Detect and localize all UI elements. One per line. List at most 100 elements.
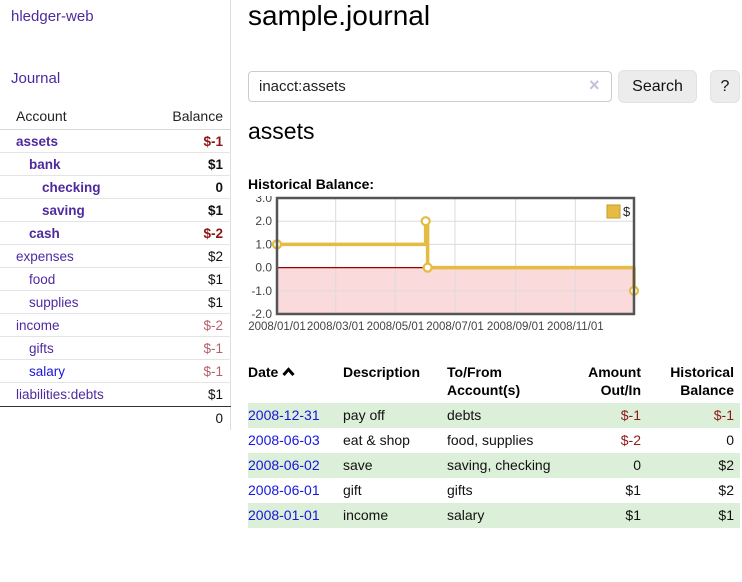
- page-title: sample.journal: [248, 0, 431, 31]
- sort-ascending-icon[interactable]: [282, 367, 295, 377]
- account-balance: $1: [207, 294, 223, 310]
- account-row: income $-2: [0, 314, 231, 337]
- transaction-amount: 0: [633, 457, 641, 473]
- y-axis-tick-label: -1.0: [251, 284, 272, 298]
- account-row: checking 0: [0, 176, 231, 199]
- plot-border: [275, 196, 636, 316]
- register-column-header: To/From Account(s): [447, 364, 521, 398]
- transaction-balance: $1: [718, 507, 734, 523]
- register-column-header: Historical Balance: [670, 364, 734, 398]
- transaction-balance: $2: [718, 482, 734, 498]
- transaction-date: 2008-12-31: [248, 403, 343, 428]
- account-link[interactable]: bank: [29, 156, 61, 172]
- accounts-column-account: Account: [16, 108, 67, 124]
- transaction-accounts: saving, checking: [447, 457, 551, 473]
- main-content: sample.journal × Search ? assets Histori…: [248, 0, 742, 582]
- accounts-total-value: 0: [215, 410, 223, 426]
- register-column-header: Description: [343, 364, 421, 380]
- account-balance: $-2: [203, 317, 223, 333]
- y-axis-tick-label: 2.0: [255, 214, 272, 228]
- account-link[interactable]: salary: [29, 363, 66, 379]
- transaction-amount: $-2: [620, 432, 641, 448]
- register-column-header[interactable]: Date: [248, 363, 343, 399]
- account-link[interactable]: gifts: [29, 340, 54, 356]
- account-balance: $-1: [203, 133, 223, 149]
- accounts-table-header: Account Balance: [0, 108, 231, 130]
- account-link[interactable]: saving: [42, 202, 85, 218]
- transaction-accounts: debts: [447, 407, 482, 423]
- clear-search-icon[interactable]: ×: [589, 75, 600, 95]
- search-button[interactable]: Search: [618, 70, 697, 103]
- table-row: 2008-12-31 pay off debts $-1 $-1: [248, 403, 740, 428]
- account-link[interactable]: expenses: [16, 248, 74, 264]
- register-header: Date Description To/From Account(s) Amount Ou…: [248, 363, 740, 403]
- transaction-date-link[interactable]: 2008-06-02: [248, 457, 320, 473]
- table-row: 2008-06-01 gift gifts $1 $2: [248, 478, 740, 503]
- x-axis-tick-label: 2008/03/01: [307, 321, 365, 333]
- x-axis-tick-label: 2008/07/01: [426, 321, 484, 333]
- account-balance: 0: [215, 179, 223, 195]
- account-row: assets $-1: [0, 130, 231, 153]
- account-link[interactable]: income: [16, 317, 60, 333]
- account-balance: $1: [207, 202, 223, 218]
- table-row: 2008-06-03 eat & shop food, supplies $-2 0: [248, 428, 740, 453]
- y-axis-tick-label: 1.0: [255, 237, 272, 251]
- sidebar-item-journal[interactable]: Journal: [11, 70, 61, 87]
- account-balance: $-2: [203, 225, 223, 241]
- help-button[interactable]: ?: [710, 70, 740, 103]
- y-axis-tick-label: 0.0: [255, 261, 272, 275]
- account-row: cash $-2: [0, 222, 231, 245]
- transaction-date: 2008-01-01: [248, 503, 343, 528]
- account-balance: $1: [207, 387, 223, 402]
- data-point-marker: [422, 262, 433, 273]
- account-link[interactable]: checking: [42, 179, 101, 195]
- transaction-date: 2008-06-02: [248, 453, 343, 478]
- transaction-date: 2008-06-03: [248, 428, 343, 453]
- account-balance: $-1: [203, 363, 223, 379]
- account-link[interactable]: assets: [16, 133, 59, 149]
- account-link[interactable]: cash: [29, 225, 60, 241]
- accounts-table: Account Balance assets $-1 bank $1 checking 0…: [0, 108, 231, 429]
- data-point-marker: [420, 216, 431, 227]
- account-link[interactable]: food: [29, 271, 56, 287]
- account-link[interactable]: supplies: [29, 294, 79, 310]
- transaction-description: save: [343, 457, 373, 473]
- table-row: 2008-01-01 income salary $1 $1: [248, 503, 740, 528]
- transaction-description: gift: [343, 482, 362, 498]
- register-table: Date Description To/From Account(s) Amount Ou…: [248, 363, 740, 528]
- account-row: saving $1: [0, 199, 231, 222]
- account-balance: $2: [207, 248, 223, 264]
- x-axis-tick-label: 2008/09/01: [487, 321, 545, 333]
- transaction-accounts: food, supplies: [447, 432, 534, 448]
- transaction-balance: $2: [718, 457, 734, 473]
- x-axis-tick-label: 2008/05/01: [367, 321, 425, 333]
- brand-link[interactable]: hledger-web: [11, 8, 94, 25]
- transaction-date-link[interactable]: 2008-01-01: [248, 507, 320, 523]
- transaction-description: eat & shop: [343, 432, 410, 448]
- transaction-date-link[interactable]: 2008-06-01: [248, 482, 320, 498]
- account-row: bank $1: [0, 153, 231, 176]
- account-row: food $1: [0, 268, 231, 291]
- account-balance: $1: [207, 156, 223, 172]
- transaction-amount: $-1: [620, 407, 641, 423]
- transaction-date: 2008-06-01: [248, 478, 343, 503]
- transaction-description: income: [343, 507, 389, 523]
- transaction-amount: $1: [625, 482, 641, 498]
- transaction-date-link[interactable]: 2008-12-31: [248, 407, 320, 423]
- account-row: liabilities:debts $1: [0, 383, 231, 406]
- transaction-accounts: gifts: [447, 482, 473, 498]
- transaction-balance: 0: [726, 432, 734, 448]
- register-column-header: Amount Out/In: [588, 364, 641, 398]
- y-axis-tick-label: -2.0: [251, 307, 272, 321]
- account-balance: $-1: [203, 340, 223, 356]
- account-link[interactable]: liabilities:debts: [16, 387, 104, 402]
- account-row: expenses $2: [0, 245, 231, 268]
- x-axis-tick-label: 2008/11/01: [547, 321, 604, 333]
- chart-title: Historical Balance:: [248, 176, 375, 192]
- accounts-total-row: 0: [0, 406, 231, 429]
- legend-swatch: [606, 204, 621, 219]
- transaction-date-link[interactable]: 2008-06-03: [248, 432, 320, 448]
- transaction-amount: $1: [625, 507, 641, 523]
- search-input[interactable]: [248, 71, 612, 102]
- transaction-accounts: salary: [447, 507, 485, 523]
